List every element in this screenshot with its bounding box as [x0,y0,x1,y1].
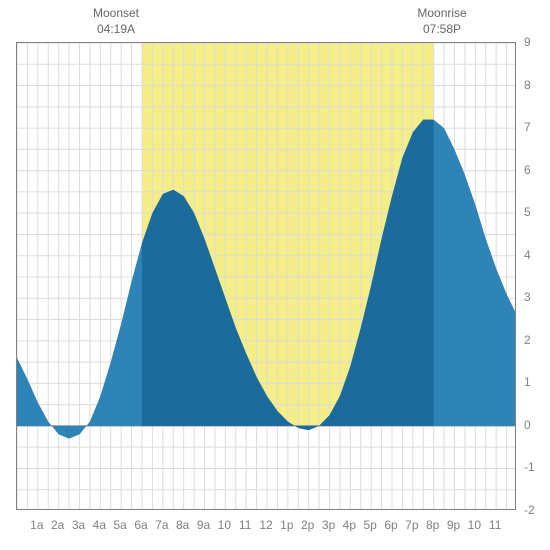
y-tick-label: 0 [524,418,531,432]
annotation-moonset: Moonset 04:19A [76,6,156,37]
x-tick-label: 2p [301,518,314,532]
x-tick-label: 7a [155,518,168,532]
annotation-moonrise: Moonrise 07:58P [402,6,482,37]
x-tick-label: 2a [51,518,64,532]
y-tick-label: 7 [524,120,531,134]
x-tick-label: 10 [218,518,231,532]
x-tick-label: 7p [405,518,418,532]
x-tick-label: 5a [113,518,126,532]
x-tick-label: 3p [322,518,335,532]
plot-svg [17,43,516,510]
annotation-time: 07:58P [402,22,482,38]
x-tick-label: 10 [468,518,481,532]
tide-chart: -2-101234567891a2a3a4a5a6a7a8a9a1011121p… [0,0,550,550]
y-tick-label: 2 [524,333,531,347]
y-tick-label: 3 [524,290,531,304]
y-tick-label: 9 [524,35,531,49]
x-tick-label: 1a [30,518,43,532]
y-tick-label: 4 [524,248,531,262]
x-tick-label: 8a [176,518,189,532]
y-tick-label: 1 [524,375,531,389]
y-tick-label: 5 [524,205,531,219]
x-tick-label: 6a [134,518,147,532]
x-tick-label: 6p [384,518,397,532]
y-tick-label: 6 [524,163,531,177]
x-tick-label: 11 [489,518,501,532]
annotation-label: Moonrise [417,6,466,20]
x-tick-label: 11 [239,518,251,532]
x-tick-label: 4a [93,518,106,532]
x-tick-label: 8p [426,518,439,532]
x-tick-label: 1p [280,518,293,532]
y-tick-label: -2 [524,503,535,517]
x-tick-label: 4p [343,518,356,532]
annotation-label: Moonset [93,6,139,20]
x-tick-label: 5p [363,518,376,532]
x-tick-label: 9p [447,518,460,532]
x-tick-label: 9a [197,518,210,532]
annotation-time: 04:19A [76,22,156,38]
y-tick-label: -1 [524,460,535,474]
x-tick-label: 3a [72,518,85,532]
x-tick-label: 12 [259,518,272,532]
plot-area [16,42,516,510]
y-tick-label: 8 [524,78,531,92]
